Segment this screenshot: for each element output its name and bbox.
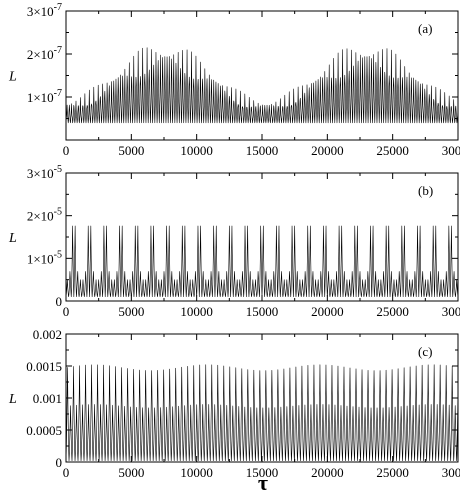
x-tick-label: 15000 (246, 465, 279, 480)
x-tick-label: 20000 (311, 304, 344, 319)
series-line (66, 47, 458, 124)
x-tick-label: 0 (63, 304, 70, 319)
x-tick-label: 20000 (311, 465, 344, 480)
y-tick-label: 2×10-7 (27, 45, 62, 62)
x-axis-label: τ (258, 470, 268, 495)
x-tick-label: 0 (63, 143, 70, 158)
x-tick-label: 25000 (376, 465, 409, 480)
y-tick-label: 0 (56, 294, 63, 309)
x-tick-label: 25000 (376, 304, 409, 319)
y-tick-label: 3×10-7 (27, 2, 62, 19)
x-tick-label: 15000 (246, 304, 279, 319)
y-tick-label: 1×10-5 (27, 249, 62, 266)
panel-tag-c: (c) (418, 344, 432, 359)
x-tick-label: 0 (63, 465, 70, 480)
panel-tag-b: (b) (418, 183, 433, 198)
y-tick-label: 1×10-7 (27, 88, 62, 105)
y-tick-label: 2×10-5 (27, 207, 62, 224)
series-line (66, 364, 458, 462)
y-tick-label: 0.0005 (26, 423, 62, 438)
x-tick-label: 10000 (180, 465, 213, 480)
x-tick-label: 10000 (180, 304, 213, 319)
series-line (66, 225, 458, 298)
x-tick-label: 20000 (311, 143, 344, 158)
y-tick-label: 0.002 (33, 327, 62, 342)
y-tick-label: 0 (56, 455, 63, 470)
y-axis-label: L (8, 231, 17, 246)
y-axis-label: L (8, 392, 17, 407)
panel-tag-a: (a) (418, 21, 432, 36)
y-tick-label: 0.0015 (26, 359, 62, 374)
x-tick-label: 10000 (180, 143, 213, 158)
y-tick-label: 0.001 (33, 391, 62, 406)
x-tick-label: 5000 (118, 143, 144, 158)
y-axis-label: L (8, 70, 17, 85)
x-tick-label: 15000 (246, 143, 279, 158)
y-tick-label: 3×10-5 (27, 164, 62, 181)
plot-frame (65, 172, 459, 302)
x-tick-label: 5000 (118, 465, 144, 480)
x-tick-label: 5000 (118, 304, 144, 319)
x-tick-label: 25000 (376, 143, 409, 158)
